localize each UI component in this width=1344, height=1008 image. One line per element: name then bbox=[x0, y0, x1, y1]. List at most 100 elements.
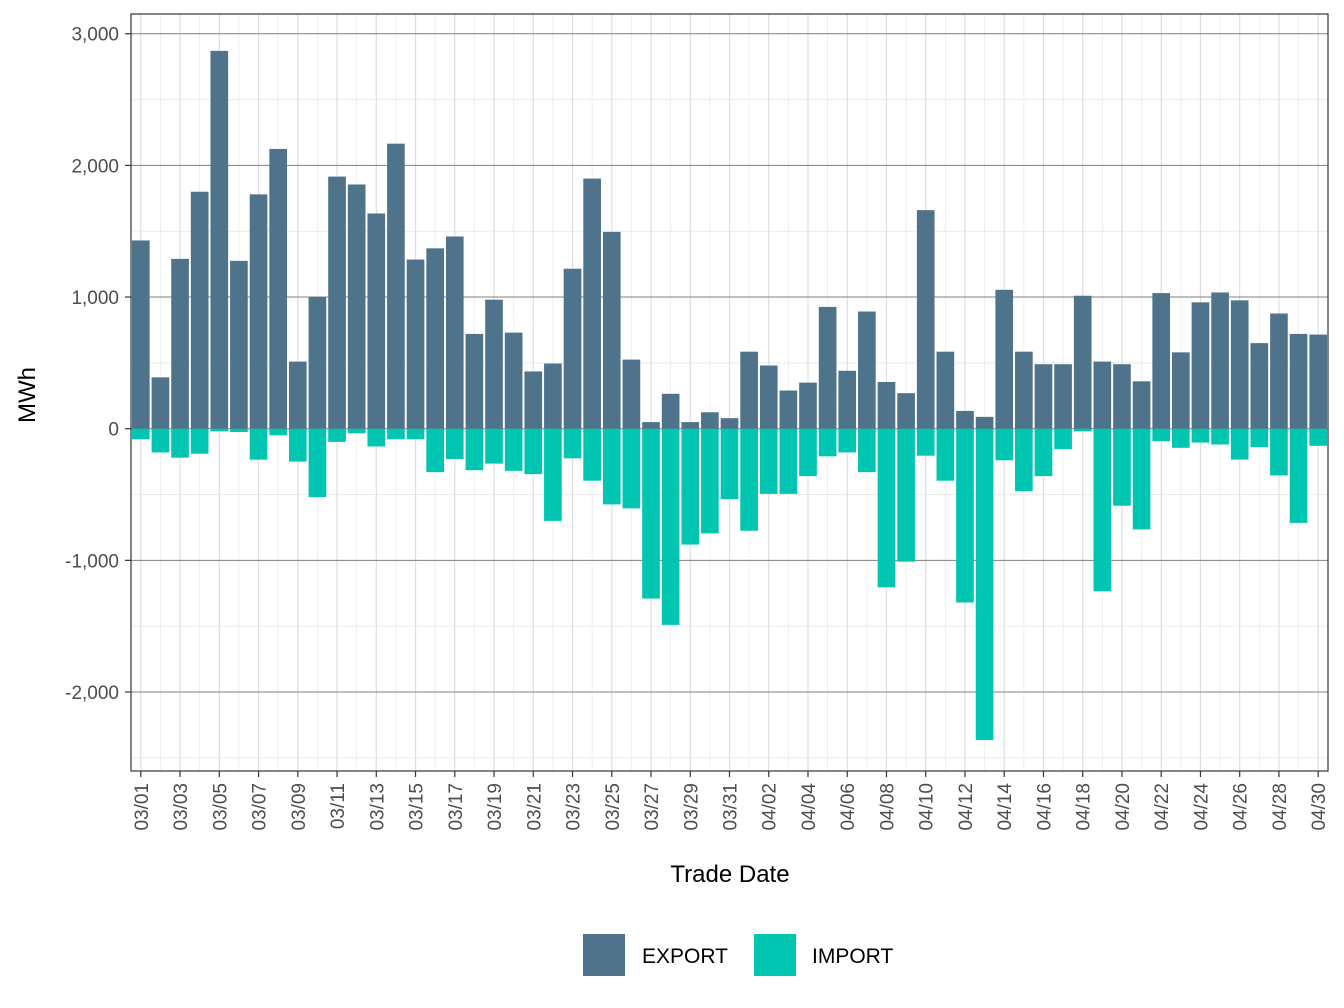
bar-import-03-11 bbox=[328, 428, 346, 442]
bar-import-03-07 bbox=[249, 428, 268, 460]
x-tick-label: 04/14 bbox=[995, 783, 1016, 831]
x-tick-label: 04/10 bbox=[917, 783, 938, 831]
bar-import-03-19 bbox=[485, 428, 503, 464]
bar-import-03-03 bbox=[171, 428, 189, 458]
bar-export-03-21 bbox=[524, 371, 543, 429]
bar-export-03-16 bbox=[426, 248, 444, 429]
bar-import-03-02 bbox=[151, 428, 170, 453]
x-tick-label: 03/07 bbox=[250, 783, 271, 831]
bar-export-03-22 bbox=[544, 363, 562, 429]
x-tick-label: 04/26 bbox=[1231, 783, 1252, 831]
bar-export-04-05 bbox=[818, 306, 837, 429]
bar-export-04-30 bbox=[1309, 334, 1328, 429]
bar-export-03-23 bbox=[563, 268, 582, 429]
bar-import-03-25 bbox=[602, 428, 621, 505]
bar-export-04-20 bbox=[1113, 364, 1131, 429]
bar-import-04-22 bbox=[1152, 428, 1171, 442]
x-tick-label: 03/13 bbox=[367, 783, 388, 831]
bar-export-03-09 bbox=[288, 361, 307, 429]
bar-import-04-05 bbox=[818, 428, 837, 457]
bar-import-03-13 bbox=[367, 428, 386, 447]
bar-import-04-15 bbox=[1015, 428, 1033, 492]
x-tick-label: 03/05 bbox=[210, 783, 231, 831]
bar-export-04-14 bbox=[995, 289, 1014, 429]
bar-export-03-08 bbox=[269, 148, 288, 429]
bar-export-03-12 bbox=[347, 184, 366, 429]
bar-import-04-04 bbox=[799, 428, 817, 477]
y-tick-label: 0 bbox=[108, 420, 119, 441]
bar-import-03-08 bbox=[269, 428, 288, 436]
x-tick-label: 03/09 bbox=[289, 783, 310, 831]
bar-import-04-26 bbox=[1230, 428, 1249, 460]
bar-import-04-23 bbox=[1171, 428, 1190, 448]
bar-import-04-01 bbox=[740, 428, 758, 531]
bar-import-04-02 bbox=[759, 428, 778, 494]
bar-import-03-29 bbox=[681, 428, 700, 545]
bar-export-03-29 bbox=[681, 422, 700, 429]
bar-export-04-16 bbox=[1034, 364, 1053, 429]
bar-import-03-30 bbox=[701, 428, 719, 534]
x-tick-label: 04/22 bbox=[1152, 783, 1173, 831]
bar-export-04-25 bbox=[1211, 292, 1229, 429]
bar-import-04-06 bbox=[838, 428, 857, 453]
bar-import-03-24 bbox=[583, 428, 601, 481]
bar-export-04-01 bbox=[740, 351, 758, 429]
bar-export-03-19 bbox=[485, 299, 503, 429]
bar-import-03-10 bbox=[308, 428, 327, 498]
x-tick-label: 04/24 bbox=[1191, 783, 1212, 831]
bar-export-04-07 bbox=[858, 311, 876, 429]
bar-export-03-04 bbox=[190, 191, 209, 429]
bar-import-03-27 bbox=[642, 428, 660, 599]
x-tick-label: 04/28 bbox=[1270, 783, 1291, 831]
bar-export-04-13 bbox=[975, 416, 994, 429]
x-tick-label: 04/30 bbox=[1309, 783, 1330, 831]
x-tick-label: 03/03 bbox=[171, 783, 192, 831]
bar-import-04-14 bbox=[995, 428, 1014, 461]
bar-import-04-13 bbox=[975, 428, 994, 741]
x-tick-label: 03/17 bbox=[446, 783, 467, 831]
bar-export-03-01 bbox=[131, 240, 150, 429]
bar-import-04-16 bbox=[1034, 428, 1053, 477]
bar-export-04-11 bbox=[936, 351, 955, 429]
x-tick-label: 03/25 bbox=[603, 783, 624, 831]
x-tick-label: 04/16 bbox=[1034, 783, 1055, 831]
bar-import-04-17 bbox=[1054, 428, 1072, 450]
bar-export-04-22 bbox=[1152, 293, 1171, 429]
bar-export-04-08 bbox=[877, 381, 896, 429]
bar-export-03-30 bbox=[701, 412, 719, 429]
bar-import-03-21 bbox=[524, 428, 543, 475]
bar-export-04-06 bbox=[838, 370, 857, 429]
bars bbox=[131, 50, 1328, 741]
x-tick-label: 03/19 bbox=[485, 783, 506, 831]
bar-import-04-21 bbox=[1132, 428, 1151, 530]
bar-export-03-02 bbox=[151, 377, 170, 429]
y-tick-label: -1,000 bbox=[65, 551, 119, 572]
bar-import-03-23 bbox=[563, 428, 582, 459]
bar-export-04-03 bbox=[779, 390, 798, 429]
bar-export-03-07 bbox=[249, 194, 268, 429]
bar-import-03-06 bbox=[230, 428, 248, 432]
bar-export-03-06 bbox=[230, 260, 248, 429]
x-tick-label: 03/11 bbox=[328, 783, 349, 829]
bar-import-04-24 bbox=[1191, 428, 1210, 443]
bar-export-03-28 bbox=[661, 393, 680, 429]
bar-export-04-18 bbox=[1073, 295, 1092, 429]
x-tick-label: 03/27 bbox=[642, 783, 663, 831]
x-tick-label: 04/20 bbox=[1113, 783, 1134, 831]
bar-export-04-23 bbox=[1171, 352, 1190, 429]
bar-import-03-26 bbox=[622, 428, 641, 509]
bar-import-03-20 bbox=[504, 428, 523, 471]
bar-export-03-10 bbox=[308, 297, 327, 429]
x-tick-label: 03/29 bbox=[681, 783, 702, 831]
bar-import-03-09 bbox=[288, 428, 307, 462]
bar-export-03-18 bbox=[465, 333, 484, 429]
bar-export-03-05 bbox=[210, 50, 229, 429]
bar-import-03-16 bbox=[426, 428, 444, 473]
x-axis: 03/01 03/03 03/05 03/07 03/09 03/11 03/13 03/15… bbox=[132, 771, 1330, 831]
x-axis-title: Trade Date bbox=[670, 861, 789, 888]
bar-export-03-26 bbox=[622, 359, 641, 429]
bar-import-04-07 bbox=[858, 428, 876, 473]
bar-export-03-25 bbox=[602, 231, 621, 429]
y-axis-title: MWh bbox=[14, 367, 41, 423]
